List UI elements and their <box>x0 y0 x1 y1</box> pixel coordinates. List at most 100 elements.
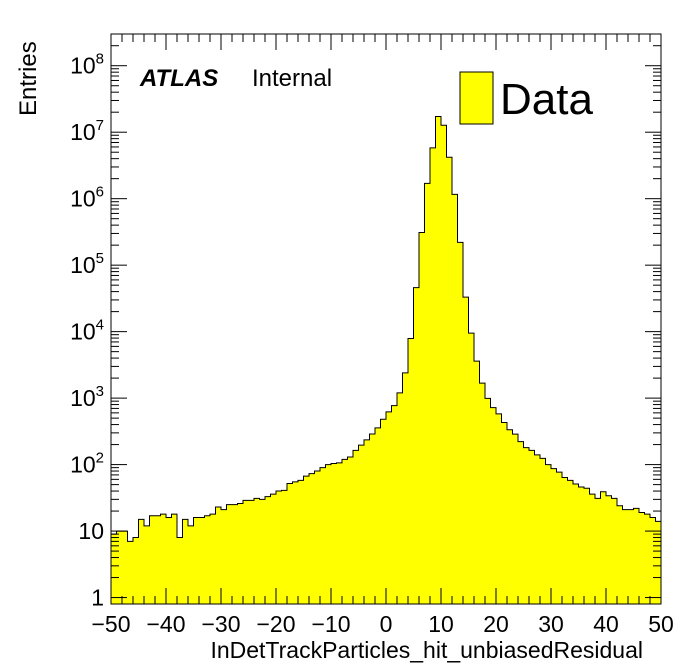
y-tick-label: 102 <box>70 450 104 478</box>
histogram-bin <box>199 517 205 604</box>
histogram-bin <box>446 157 452 604</box>
x-tick-label: 20 <box>483 611 509 637</box>
histogram-bin <box>215 507 221 604</box>
axis-ticks <box>110 33 662 604</box>
y-tick-label: 10 <box>78 518 104 544</box>
histogram-bin <box>221 509 227 604</box>
y-tick-label: 107 <box>70 117 104 145</box>
histogram-bin <box>171 514 177 604</box>
histogram-bin <box>292 481 298 604</box>
x-tick-label: −40 <box>146 611 185 637</box>
x-tick-label: 50 <box>648 611 674 637</box>
histogram-bin <box>397 392 403 604</box>
histogram-bin <box>116 531 122 604</box>
histogram-bin <box>353 450 359 604</box>
x-tick-label: 0 <box>380 611 393 637</box>
y-tick-label: 106 <box>70 184 104 212</box>
histogram-bin <box>600 491 606 604</box>
histogram-bin <box>259 499 265 604</box>
y-tick-labels: 1 10 102 103 104 105 106 107 108 <box>70 51 104 611</box>
legend-entry-data: Data <box>500 75 593 124</box>
histogram-bin <box>336 462 342 604</box>
x-tick-label: 10 <box>428 611 454 637</box>
histogram-bin <box>452 194 458 604</box>
histogram-bin <box>243 500 249 604</box>
histogram-bin <box>468 333 474 604</box>
histogram-bin <box>606 495 612 604</box>
histogram-bin <box>650 517 656 604</box>
histogram-bin <box>369 433 375 604</box>
histogram-bin <box>144 525 150 604</box>
y-axis-title: Entries <box>15 41 42 116</box>
histogram-bin <box>496 413 502 604</box>
histogram-bin <box>551 468 557 604</box>
atlas-label: ATLAS <box>139 65 218 92</box>
x-tick-label: −20 <box>256 611 295 637</box>
histogram-bin <box>281 490 287 604</box>
histogram-bin <box>512 434 518 604</box>
histogram-bin <box>320 467 326 604</box>
histogram-bin <box>611 498 617 604</box>
histogram-bin <box>254 498 260 604</box>
histogram-bin <box>177 537 183 604</box>
histogram-bin <box>391 405 397 604</box>
histogram-bin <box>155 515 161 604</box>
internal-label: Internal <box>252 65 332 92</box>
x-tick-label: −50 <box>91 611 130 637</box>
histogram-bin <box>127 541 133 604</box>
histogram-bin <box>413 287 419 604</box>
histogram-bin <box>193 517 199 604</box>
histogram-bin <box>644 514 650 604</box>
histogram-bin <box>556 472 562 604</box>
histogram-bin <box>331 463 337 604</box>
histogram-bins <box>111 116 661 605</box>
histogram-bin <box>540 458 546 604</box>
y-tick-label: 105 <box>70 250 104 278</box>
x-tick-label: −30 <box>201 611 240 637</box>
histogram-bin <box>424 183 430 605</box>
histogram-bin <box>122 531 128 604</box>
histogram-bin <box>567 480 573 604</box>
histogram-bin <box>639 512 645 604</box>
legend: Data <box>459 71 593 125</box>
histogram-bin <box>545 464 551 604</box>
histogram-bin <box>298 480 304 604</box>
histogram-bin <box>595 498 601 604</box>
histogram-bin <box>133 537 139 604</box>
legend-swatch <box>459 71 494 125</box>
histogram-bin <box>441 125 447 605</box>
histogram-bin <box>430 147 436 604</box>
histogram-bin <box>160 514 166 604</box>
histogram-bin <box>226 504 232 604</box>
histogram-bin <box>375 427 381 604</box>
histogram-bin <box>364 439 370 604</box>
histogram-bin <box>507 429 513 604</box>
histogram-bin <box>617 505 623 604</box>
histogram-bin <box>408 338 414 604</box>
histogram-bin <box>573 484 579 604</box>
histogram-bin <box>518 441 524 604</box>
y-tick-label: 103 <box>70 383 104 411</box>
histogram-bin <box>479 383 485 604</box>
histogram-bin <box>347 457 353 604</box>
histogram-bin <box>435 116 441 604</box>
histogram-bin <box>402 372 408 604</box>
histogram-bin <box>204 515 210 604</box>
x-tick-label: −10 <box>311 611 350 637</box>
histogram-bin <box>628 509 634 604</box>
y-tick-label: 108 <box>70 51 104 79</box>
histogram-bin <box>463 297 469 604</box>
histogram-bin <box>237 503 243 604</box>
histogram-bin <box>534 454 540 604</box>
histogram-bin <box>529 450 535 604</box>
histogram-bin <box>248 500 254 604</box>
histogram-bin <box>210 514 216 604</box>
histogram-bin <box>386 411 392 604</box>
histogram-bin <box>457 242 463 605</box>
x-tick-label: 40 <box>593 611 619 637</box>
histogram-bin <box>309 473 315 604</box>
x-axis-title: InDetTrackParticles_hit_unbiasedResidual <box>210 637 643 663</box>
histogram-bin <box>232 504 238 604</box>
histogram-bin <box>622 509 628 604</box>
histogram-bin <box>485 398 491 604</box>
